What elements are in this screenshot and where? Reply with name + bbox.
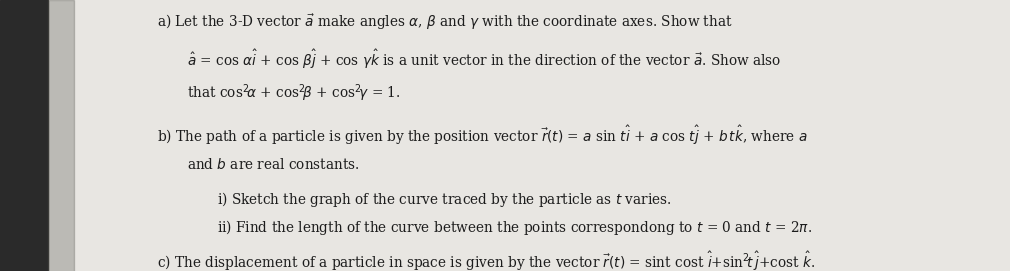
- Text: that cos$^{2}\!\alpha$ + cos$^{2}\!\beta$ + cos$^{2}\!\gamma$ = 1.: that cos$^{2}\!\alpha$ + cos$^{2}\!\beta…: [187, 83, 400, 104]
- Text: and $b$ are real constants.: and $b$ are real constants.: [187, 157, 360, 172]
- Text: b) The path of a particle is given by the position vector $\vec{r}(t)$ = $a$ sin: b) The path of a particle is given by th…: [157, 123, 807, 147]
- Text: ii) Find the length of the curve between the points correspondong to $t$ = 0 and: ii) Find the length of the curve between…: [217, 218, 812, 237]
- Bar: [48, 0, 74, 271]
- Bar: [0, 0, 48, 271]
- Text: i) Sketch the graph of the curve traced by the particle as $t$ varies.: i) Sketch the graph of the curve traced …: [217, 190, 672, 209]
- Text: $\hat{a}$ = cos $\alpha\hat{i}$ + cos $\beta\hat{j}$ + cos $\gamma\hat{k}$ is a : $\hat{a}$ = cos $\alpha\hat{i}$ + cos $\…: [187, 47, 781, 71]
- Text: c) The displacement of a particle in space is given by the vector $\vec{r}(t)$ =: c) The displacement of a particle in spa…: [157, 249, 815, 271]
- Text: a) Let the 3-D vector $\vec{a}$ make angles $\alpha$, $\beta$ and $\gamma$ with : a) Let the 3-D vector $\vec{a}$ make ang…: [157, 12, 732, 32]
